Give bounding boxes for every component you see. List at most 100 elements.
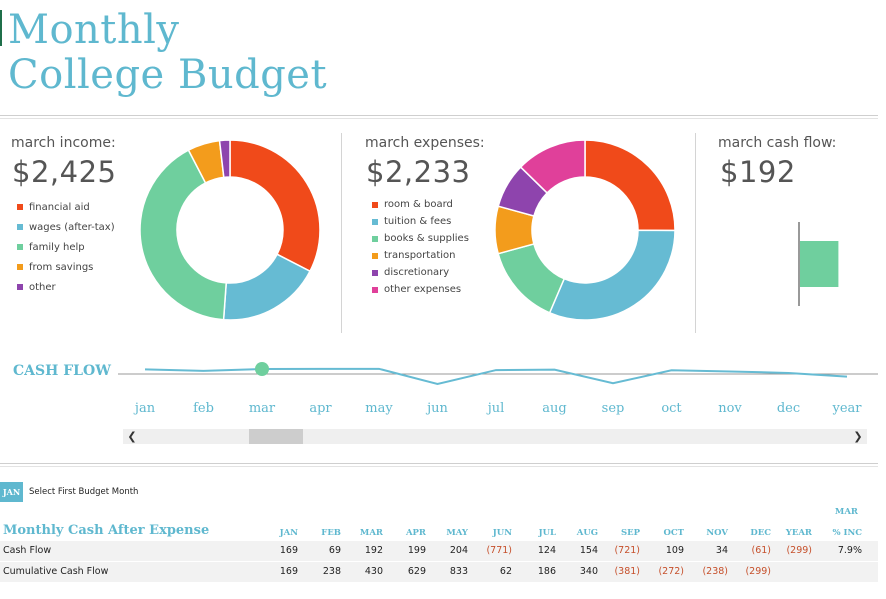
month-label-apr[interactable]: apr bbox=[309, 401, 332, 416]
month-label-aug[interactable]: aug bbox=[542, 401, 567, 416]
divider-top-light bbox=[0, 118, 878, 119]
text-cursor bbox=[0, 10, 2, 46]
month-label-jul[interactable]: jul bbox=[487, 401, 505, 416]
income-slice bbox=[222, 253, 312, 321]
table-header-dec: DEC bbox=[750, 528, 771, 538]
divider-top bbox=[0, 115, 878, 116]
expenses-amount: $2,233 bbox=[366, 155, 471, 189]
income-donut-chart bbox=[139, 139, 321, 321]
panel-separator bbox=[341, 133, 342, 333]
legend-swatch bbox=[372, 235, 378, 242]
table-header-mar: MAR bbox=[359, 528, 383, 538]
legend-swatch bbox=[372, 218, 378, 225]
legend-label: books & supplies bbox=[384, 233, 469, 244]
expenses-legend-item: room & board bbox=[372, 196, 469, 213]
chevron-left-icon[interactable]: ❮ bbox=[127, 430, 137, 443]
expenses-legend-item: books & supplies bbox=[372, 230, 469, 247]
table-cell: 124 bbox=[537, 545, 556, 556]
legend-label: room & board bbox=[384, 199, 453, 210]
month-label-jan[interactable]: jan bbox=[134, 401, 156, 416]
cashflow-bar bbox=[800, 241, 839, 287]
table-header-aug: AUG bbox=[576, 528, 598, 538]
table-cell: 69 bbox=[328, 545, 341, 556]
legend-label: other bbox=[29, 281, 56, 293]
expenses-slice bbox=[497, 243, 566, 314]
table-header-apr: APR bbox=[405, 528, 426, 538]
table-cell: 340 bbox=[579, 566, 598, 577]
table-header-inc: % INC bbox=[832, 528, 862, 538]
month-label-may[interactable]: may bbox=[365, 401, 393, 416]
legend-swatch bbox=[17, 244, 23, 250]
legend-label: from savings bbox=[29, 261, 94, 273]
table-row-bg bbox=[0, 541, 878, 561]
income-legend-item: financial aid bbox=[17, 197, 115, 217]
expenses-slice bbox=[548, 229, 676, 321]
table-row-bg bbox=[0, 562, 878, 582]
month-label-oct[interactable]: oct bbox=[661, 401, 682, 416]
table-cell: 833 bbox=[449, 566, 468, 577]
table-cell: 204 bbox=[449, 545, 468, 556]
table-cell: 186 bbox=[537, 566, 556, 577]
income-slice bbox=[139, 149, 228, 321]
income-slice bbox=[229, 139, 321, 273]
table-cell: (61) bbox=[751, 545, 771, 556]
sparkline-line bbox=[144, 367, 848, 386]
expenses-legend-item: tuition & fees bbox=[372, 213, 469, 230]
month-label-dec[interactable]: dec bbox=[776, 401, 801, 416]
table-header-jan: JAN bbox=[279, 528, 298, 538]
table-header-jun: JUN bbox=[492, 528, 512, 538]
legend-label: family help bbox=[29, 241, 85, 253]
cash-flow-sparkline bbox=[118, 362, 878, 386]
legend-label: financial aid bbox=[29, 201, 90, 213]
month-label-mar[interactable]: mar bbox=[248, 401, 276, 416]
month-scrollbar[interactable]: ❮ ❯ bbox=[123, 429, 867, 444]
selected-month-marker[interactable] bbox=[255, 362, 269, 377]
table-header-feb: FEB bbox=[321, 528, 341, 538]
legend-swatch bbox=[372, 269, 378, 276]
first-month-button[interactable]: JAN bbox=[0, 482, 23, 502]
legend-swatch bbox=[17, 264, 23, 270]
month-label-sep[interactable]: sep bbox=[601, 401, 625, 416]
legend-swatch bbox=[17, 204, 23, 210]
title-line-1: Monthly bbox=[8, 7, 180, 53]
table-cell: 430 bbox=[364, 566, 383, 577]
month-label-feb[interactable]: feb bbox=[193, 401, 214, 416]
table-cell: 169 bbox=[279, 545, 298, 556]
scroll-thumb[interactable] bbox=[249, 429, 303, 444]
table-title: Monthly Cash After Expense bbox=[3, 523, 210, 538]
income-legend-item: other bbox=[17, 277, 115, 297]
table-cell: 154 bbox=[579, 545, 598, 556]
mar-header: MAR bbox=[834, 507, 858, 517]
table-cell: 192 bbox=[364, 545, 383, 556]
income-legend-item: family help bbox=[17, 237, 115, 257]
table-cell: (299) bbox=[786, 545, 812, 556]
table-cell: 238 bbox=[322, 566, 341, 577]
income-legend-item: wages (after-tax) bbox=[17, 217, 115, 237]
table-row-label: Cumulative Cash Flow bbox=[3, 566, 109, 577]
table-cell: (381) bbox=[614, 566, 640, 577]
cashflow-amount: $192 bbox=[720, 155, 796, 189]
expenses-legend-item: transportation bbox=[372, 247, 469, 264]
table-header-may: MAY bbox=[446, 528, 468, 538]
table-header-jul: JUL bbox=[538, 528, 556, 538]
page-title: Monthly College Budget bbox=[8, 8, 327, 98]
table-cell: (721) bbox=[614, 545, 640, 556]
month-label-jun[interactable]: jun bbox=[427, 401, 448, 416]
expenses-slice bbox=[519, 139, 586, 194]
table-header-sep: SEP bbox=[620, 528, 640, 538]
legend-swatch bbox=[17, 284, 23, 290]
month-label-nov[interactable]: nov bbox=[718, 401, 742, 416]
title-line-2: College Budget bbox=[8, 52, 328, 98]
cashflow-bar-chart bbox=[798, 222, 839, 306]
income-slice bbox=[218, 139, 231, 179]
expenses-slice bbox=[584, 139, 676, 232]
table-cell: 7.9% bbox=[837, 545, 862, 556]
income-amount: $2,425 bbox=[12, 155, 117, 189]
expenses-legend: room & board tuition & fees books & suppli… bbox=[372, 196, 469, 298]
table-header-year: YEAR bbox=[785, 528, 812, 538]
expenses-label: march expenses: bbox=[365, 135, 485, 151]
income-label: march income: bbox=[11, 135, 116, 151]
month-label-year[interactable]: year bbox=[832, 401, 862, 416]
panel-separator bbox=[695, 133, 696, 333]
chevron-right-icon[interactable]: ❯ bbox=[853, 430, 863, 443]
